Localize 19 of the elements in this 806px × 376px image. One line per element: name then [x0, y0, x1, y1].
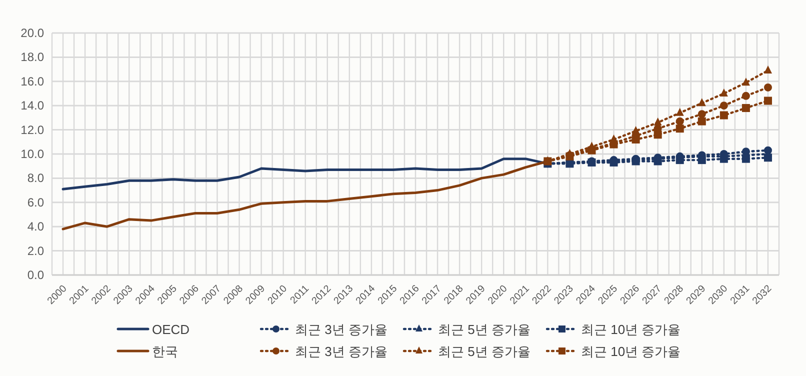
legend-label: 최근 3년 증가율 — [295, 322, 388, 337]
legend-label: 최근 3년 증가율 — [295, 344, 388, 359]
y-tick-label: 16.0 — [20, 74, 44, 88]
y-tick-label: 8.0 — [27, 171, 44, 186]
y-tick-label: 18.0 — [20, 50, 44, 64]
legend-label: 최근 5년 증가율 — [438, 344, 530, 359]
y-tick-label: 6.0 — [27, 195, 44, 210]
legend-label: 최근 10년 증가율 — [581, 322, 681, 337]
y-tick-label: 0.0 — [27, 268, 44, 282]
legend-label: 최근 5년 증가율 — [438, 322, 530, 337]
y-tick-label: 12.0 — [20, 122, 44, 137]
y-tick-label: 10.0 — [20, 147, 44, 161]
y-tick-label: 20.0 — [20, 26, 44, 40]
legend-label: OECD — [152, 322, 190, 337]
y-tick-label: 4.0 — [27, 220, 44, 234]
legend-label: 최근 10년 증가율 — [581, 344, 681, 359]
legend-label: 한국 — [152, 344, 178, 359]
y-tick-label: 14.0 — [20, 98, 44, 113]
y-tick-label: 2.0 — [27, 244, 44, 258]
